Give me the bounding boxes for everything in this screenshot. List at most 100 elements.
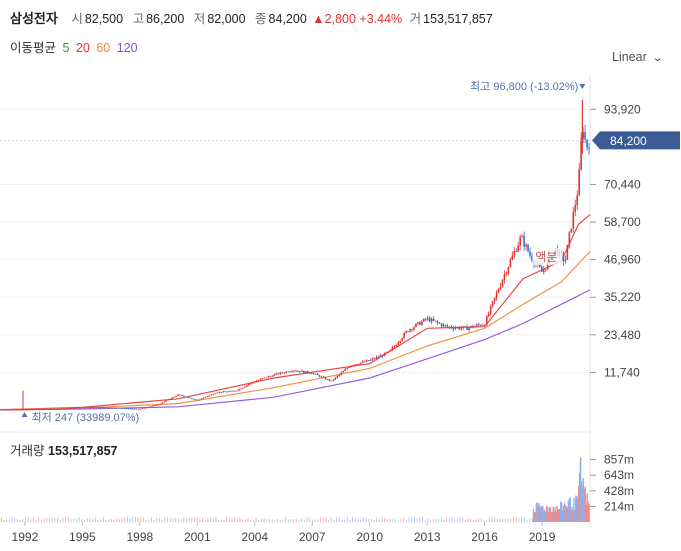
candle-body: [23, 409, 26, 411]
ma-60[interactable]: 60: [96, 41, 111, 55]
volume-bar: [585, 504, 587, 522]
close-label: 종: [255, 12, 267, 26]
volume-bar: [191, 517, 193, 522]
volume-bar: [97, 519, 99, 522]
volume-bar: [577, 485, 580, 522]
up-triangle-icon: ▲: [312, 12, 325, 26]
volume-bar: [373, 519, 375, 522]
candle-body: [444, 324, 447, 326]
volume-bar: [443, 519, 445, 522]
volume-bar: [228, 518, 230, 522]
volume-bar: [362, 517, 364, 522]
candle-body: [529, 251, 531, 256]
candle-body: [67, 408, 69, 409]
volume-bar: [429, 519, 431, 522]
candle-body: [511, 255, 514, 260]
open-label: 시: [71, 12, 83, 26]
candle-body: [247, 384, 250, 386]
candle-body: [460, 328, 462, 330]
ma-5[interactable]: 5: [62, 41, 70, 55]
candle-body: [114, 407, 116, 409]
x-tick-label: 1998: [126, 530, 153, 544]
volume-bar: [92, 519, 94, 522]
volume-bar: [295, 518, 297, 522]
volume-bar: [215, 517, 217, 522]
candle-body: [230, 390, 232, 392]
close-value: 84,200: [268, 12, 307, 26]
volume-bar: [419, 518, 421, 522]
candle-body: [417, 322, 419, 324]
volume-bar: [547, 511, 550, 522]
volume-bar: [560, 501, 562, 522]
ma-20[interactable]: 20: [75, 41, 90, 55]
overlay-label: 액분: [535, 250, 557, 264]
volume-bar: [534, 512, 537, 522]
volume-bar: [488, 517, 490, 522]
candle-body: [187, 397, 189, 398]
candle-body: [82, 407, 85, 408]
candle-body: [423, 318, 425, 322]
candle-body: [483, 325, 486, 326]
volume-bar: [567, 501, 570, 522]
candle-body: [324, 377, 327, 380]
volume-bar: [569, 497, 571, 522]
volume-bar: [470, 518, 472, 522]
candle-body: [485, 316, 488, 326]
candle-body: [15, 409, 18, 411]
volume-bar: [494, 517, 496, 522]
volume-bar: [550, 512, 553, 522]
candle-body: [424, 318, 427, 320]
stock-name: 삼성전자: [10, 11, 58, 26]
candle-body: [312, 373, 315, 375]
volume-bar: [199, 518, 201, 522]
candle-body: [452, 328, 455, 329]
volume-bar: [565, 506, 568, 522]
candle-body: [236, 390, 238, 392]
volume-bar: [0, 517, 2, 522]
volume-bar: [16, 519, 18, 522]
volume-bar: [336, 518, 338, 522]
candle-body: [456, 327, 459, 328]
ma-120[interactable]: 120: [116, 41, 138, 55]
grid: [0, 75, 591, 527]
volume-bar: [62, 517, 64, 522]
candle-body: [210, 394, 213, 396]
volume-bar: [57, 517, 59, 522]
volume-bar: [578, 472, 581, 522]
volume-bar: [94, 517, 96, 522]
candle-body: [336, 375, 339, 378]
candle-body: [342, 370, 344, 373]
volume-bar: [546, 507, 549, 522]
volume-bar: [210, 517, 212, 522]
candle-body: [489, 305, 492, 314]
volume-bar: [151, 517, 153, 522]
volume-tick-label: 643m: [604, 468, 634, 482]
volume-bar: [269, 519, 271, 522]
candle-body: [183, 395, 185, 397]
volume-panel-title: 거래량 153,517,857: [10, 440, 118, 459]
volume-panel-label: 거래량: [10, 444, 45, 458]
candle-body: [218, 392, 221, 393]
x-tick-label: 2001: [184, 530, 211, 544]
volume-bar: [290, 519, 292, 522]
volume-bar: [572, 509, 574, 522]
candle-body: [415, 323, 417, 328]
volume-bar: [49, 518, 51, 522]
volume-bar: [440, 519, 442, 522]
volume-bar: [539, 508, 541, 522]
moving-average-legend: 이동평균 5 20 60 120: [10, 37, 141, 56]
volume-tick-label: 214m: [604, 499, 634, 513]
candle-body: [92, 407, 95, 408]
scale-dropdown[interactable]: Linear ⌄: [612, 50, 663, 64]
volume-bar: [134, 517, 136, 522]
volume-bar: [562, 505, 565, 522]
candle-body: [507, 267, 510, 274]
candle-body: [450, 326, 453, 329]
volume-bar: [14, 517, 16, 522]
candle-body: [387, 351, 390, 353]
volume-bar: [496, 518, 498, 522]
volume-bar: [65, 517, 67, 522]
x-tick-label: 1995: [69, 530, 96, 544]
candle-body: [61, 408, 63, 410]
